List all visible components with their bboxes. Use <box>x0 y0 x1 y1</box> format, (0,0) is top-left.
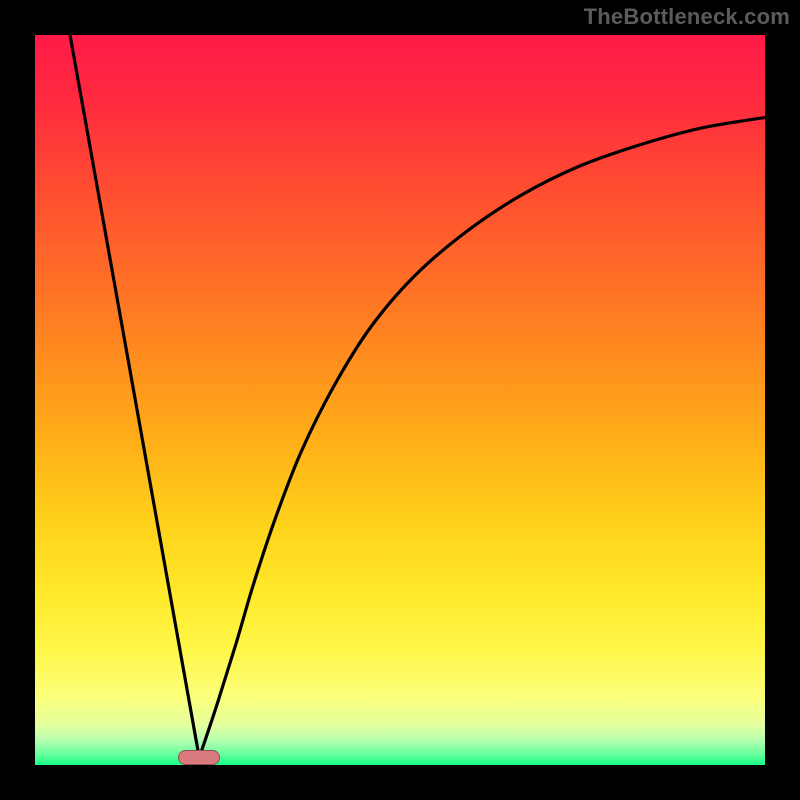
left-descent-line <box>70 35 199 758</box>
watermark-text: TheBottleneck.com <box>584 4 790 30</box>
right-rise-curve <box>199 117 765 757</box>
plot-area <box>35 35 765 765</box>
bottleneck-curve <box>35 35 765 765</box>
chart-frame: TheBottleneck.com <box>0 0 800 800</box>
optimal-point-marker <box>178 750 220 765</box>
